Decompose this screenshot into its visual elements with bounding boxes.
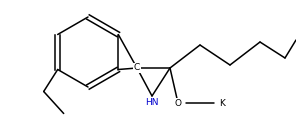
Text: C: C: [134, 64, 140, 72]
Text: O: O: [175, 99, 181, 108]
Text: HN: HN: [145, 98, 159, 107]
Text: K: K: [219, 99, 225, 108]
